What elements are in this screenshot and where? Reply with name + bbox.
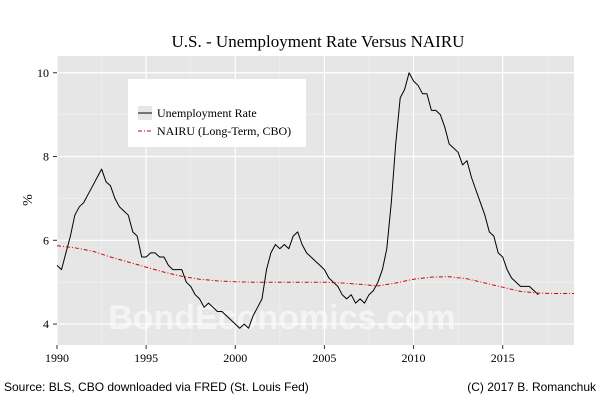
y-axis-label: % [21,194,36,206]
x-tick-label: 2010 [402,351,426,365]
legend: Unemployment Rate NAIRU (Long-Term, CBO) [128,79,306,147]
x-axis: 1990 1995 2000 2005 2010 2015 [45,345,515,365]
y-tick-label: 6 [43,233,49,247]
series-line-nairu [56,245,574,294]
x-tick-label: 2000 [223,351,247,365]
x-tick-label: 2005 [312,351,336,365]
y-tick-label: 4 [43,317,49,331]
legend-label-unemployment: Unemployment Rate [157,106,257,120]
y-tick-label: 10 [37,66,49,80]
legend-box [128,79,306,147]
footer-credit: (C) 2017 B. Romanchuk [467,380,597,394]
series-line-unemployment [56,72,539,329]
y-axis-label-group: % [21,194,36,206]
watermark: BondEconomics.com [108,299,456,337]
legend-label-nairu: NAIRU (Long-Term, CBO) [157,124,291,138]
y-tick-label: 8 [43,150,49,164]
x-tick-label: 2015 [491,351,515,365]
x-tick-label: 1995 [134,351,158,365]
chart-title: U.S. - Unemployment Rate Versus NAIRU [172,32,465,51]
footer-source: Source: BLS, CBO downloaded via FRED (St… [4,380,309,394]
y-axis: 4 6 8 10 [37,66,57,331]
x-tick-label: 1990 [45,351,69,365]
series-layer [56,72,574,329]
